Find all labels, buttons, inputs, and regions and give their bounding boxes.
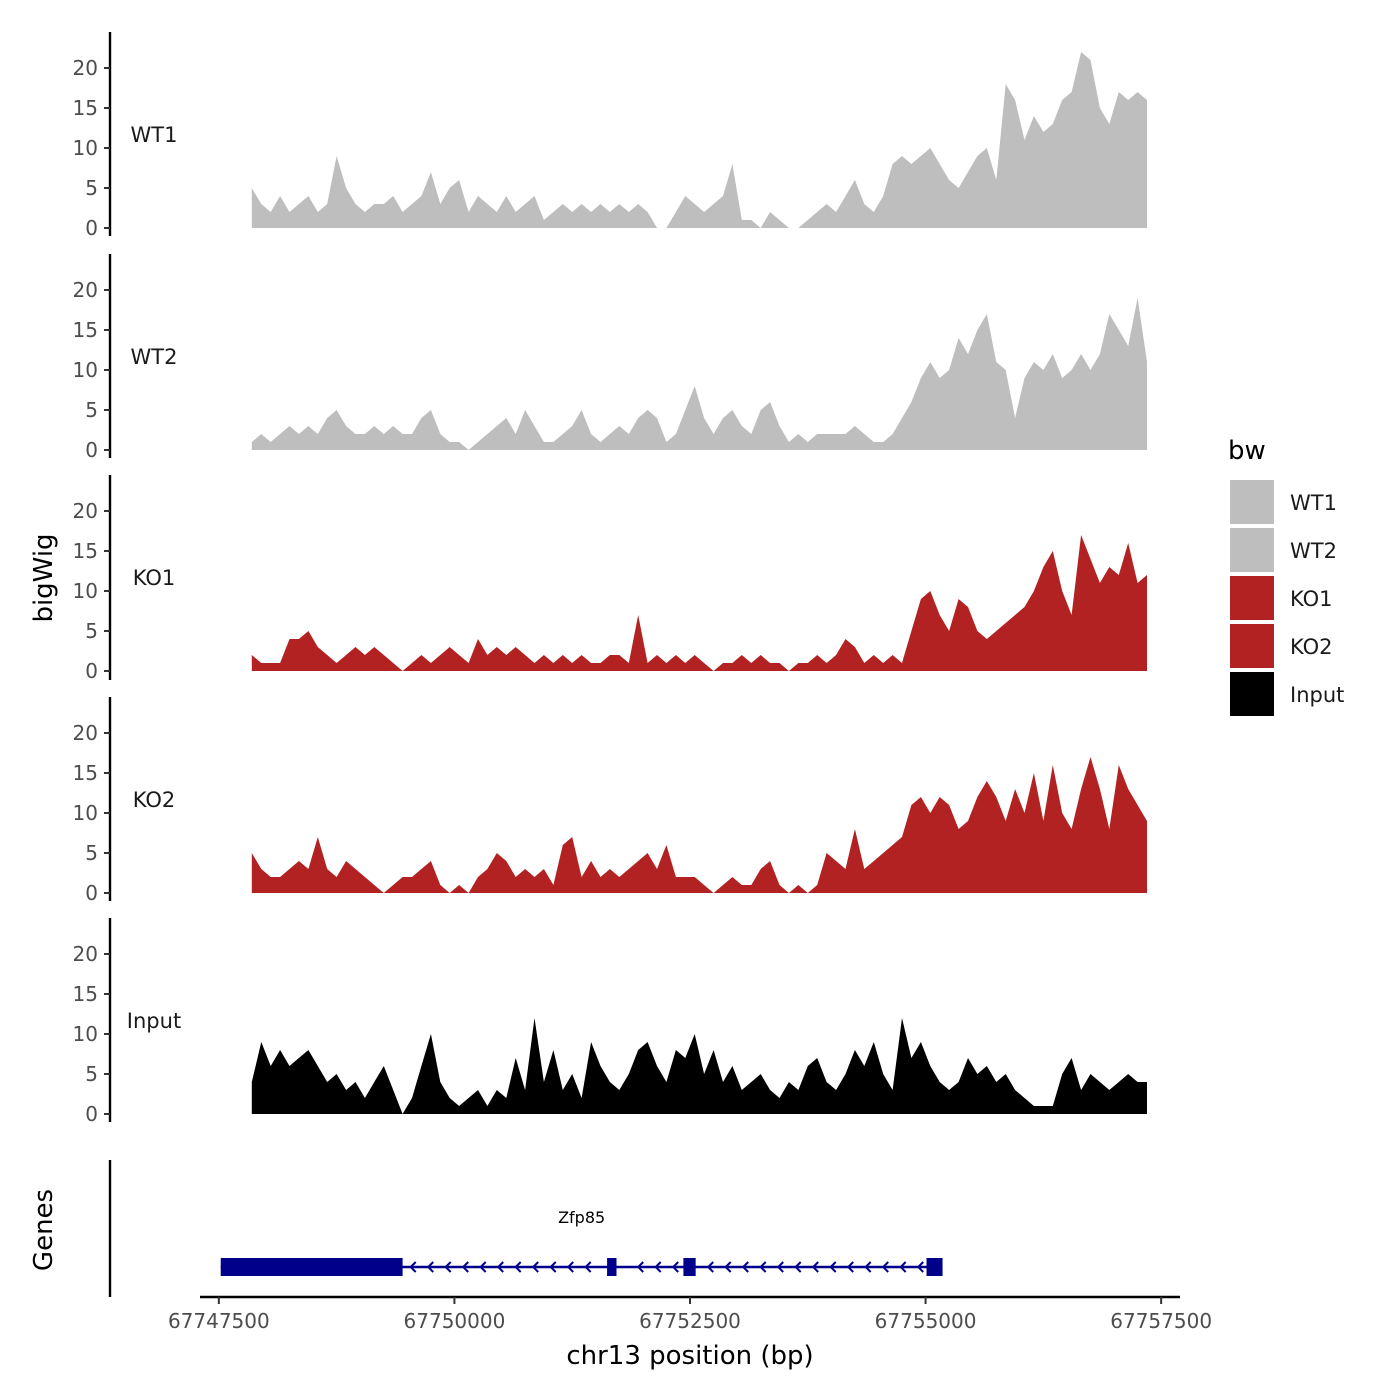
- x-tick-label: 67750000: [404, 1309, 506, 1333]
- strand-arrow: [426, 1261, 434, 1273]
- y-tick-label: 15: [73, 982, 98, 1006]
- strand-arrow: [916, 1261, 924, 1273]
- y-tick-label: 10: [73, 358, 98, 382]
- y-tick-label: 5: [85, 398, 98, 422]
- legend: bw WT1 WT2 KO1 KO2 Input: [1228, 436, 1344, 716]
- legend-swatch-ko1: [1230, 576, 1274, 620]
- strand-arrow: [864, 1261, 872, 1273]
- y-tick-label: 20: [73, 499, 98, 523]
- track-label: KO1: [133, 566, 176, 590]
- legend-label: WT2: [1290, 539, 1337, 563]
- x-axis: 67747500 67750000 67752500 67755000 67757500: [168, 1295, 1212, 1333]
- x-axis-title: chr13 position (bp): [566, 1341, 813, 1371]
- y-tick-label: 5: [85, 1062, 98, 1086]
- gene-label: Zfp85: [558, 1208, 605, 1227]
- x-tick-label: 67755000: [875, 1309, 977, 1333]
- legend-label: KO2: [1290, 635, 1333, 659]
- signal-area-wt2: [251, 298, 1148, 450]
- y-tick-label: 5: [85, 619, 98, 643]
- y-tick-label: 15: [73, 96, 98, 120]
- signal-area-ko1: [251, 535, 1148, 671]
- strand-arrow: [811, 1261, 819, 1273]
- track-label: Input: [127, 1009, 181, 1033]
- signal-area-ko2: [251, 757, 1148, 893]
- gene-exon: [926, 1258, 943, 1276]
- y-tick-label: 15: [73, 318, 98, 342]
- signal-area-input: [251, 1018, 1148, 1114]
- strand-arrow: [584, 1261, 592, 1273]
- legend-swatch-ko2: [1230, 624, 1274, 668]
- y-tick-label: 0: [85, 659, 98, 683]
- strand-arrow: [881, 1261, 889, 1273]
- y-tick-label: 0: [85, 438, 98, 462]
- y-tick-label: 20: [73, 721, 98, 745]
- genes-panel-title: Genes: [29, 1189, 59, 1271]
- x-tick-label: 67747500: [168, 1309, 270, 1333]
- strand-arrow: [514, 1261, 522, 1273]
- y-tick-label: 5: [85, 176, 98, 200]
- strand-arrow: [794, 1261, 802, 1273]
- track-ko1: 0 5 10 15 20 KO1: [73, 475, 1148, 683]
- track-label: KO2: [133, 788, 176, 812]
- strand-arrow: [409, 1261, 417, 1273]
- legend-swatch-wt1: [1230, 480, 1274, 524]
- track-ko2: 0 5 10 15 20 KO2: [73, 697, 1148, 905]
- strand-arrow: [899, 1261, 907, 1273]
- y-tick-label: 10: [73, 801, 98, 825]
- strand-arrow: [829, 1261, 837, 1273]
- y-tick-label: 0: [85, 1102, 98, 1126]
- track-wt2: 0 5 10 15 20 WT2: [73, 254, 1148, 462]
- y-tick-label: 20: [73, 942, 98, 966]
- y-tick-label: 10: [73, 579, 98, 603]
- legend-title: bw: [1228, 436, 1266, 466]
- strand-arrow: [706, 1261, 714, 1273]
- gene-zfp85: Zfp85: [220, 1208, 943, 1276]
- y-tick-label: 0: [85, 216, 98, 240]
- track-input: 0 5 10 15 20 Input: [73, 918, 1148, 1126]
- strand-arrow: [461, 1261, 469, 1273]
- gene-exon: [607, 1258, 617, 1276]
- strand-arrow: [496, 1261, 504, 1273]
- legend-swatch-wt2: [1230, 528, 1274, 572]
- y-tick-label: 10: [73, 1022, 98, 1046]
- strand-arrow: [636, 1261, 644, 1273]
- y-axis-title: bigWig: [29, 533, 59, 622]
- track-label: WT2: [131, 345, 178, 369]
- legend-label: Input: [1290, 683, 1344, 707]
- genes-panel: Zfp85: [108, 1160, 943, 1297]
- x-tick-label: 67752500: [639, 1309, 741, 1333]
- gene-exon: [220, 1258, 403, 1276]
- legend-swatch-input: [1230, 672, 1274, 716]
- y-tick-label: 5: [85, 841, 98, 865]
- legend-label: WT1: [1290, 491, 1337, 515]
- strand-arrow: [531, 1261, 539, 1273]
- track-label: WT1: [131, 123, 178, 147]
- signal-tracks: 0 5 10 15 20 WT1 0 5 10 15 20 WT2 0 5 10 15 20 KO1 0 5 10 15 2…: [73, 32, 1148, 1126]
- strand-arrow: [671, 1261, 679, 1273]
- strand-arrow: [759, 1261, 767, 1273]
- legend-label: KO1: [1290, 587, 1333, 611]
- strand-arrow: [654, 1261, 662, 1273]
- strand-arrow: [444, 1261, 452, 1273]
- y-tick-label: 20: [73, 56, 98, 80]
- gene-exon: [683, 1258, 696, 1276]
- y-tick-label: 10: [73, 136, 98, 160]
- y-tick-label: 15: [73, 539, 98, 563]
- y-tick-label: 0: [85, 881, 98, 905]
- y-tick-label: 20: [73, 278, 98, 302]
- strand-arrow: [549, 1261, 557, 1273]
- strand-arrow: [741, 1261, 749, 1273]
- strand-arrow: [479, 1261, 487, 1273]
- y-tick-label: 15: [73, 761, 98, 785]
- signal-area-wt1: [251, 52, 1148, 228]
- strand-arrow: [566, 1261, 574, 1273]
- strand-arrow: [776, 1261, 784, 1273]
- x-tick-label: 67757500: [1110, 1309, 1212, 1333]
- strand-arrow: [724, 1261, 732, 1273]
- track-wt1: 0 5 10 15 20 WT1: [73, 32, 1148, 240]
- strand-arrow: [846, 1261, 854, 1273]
